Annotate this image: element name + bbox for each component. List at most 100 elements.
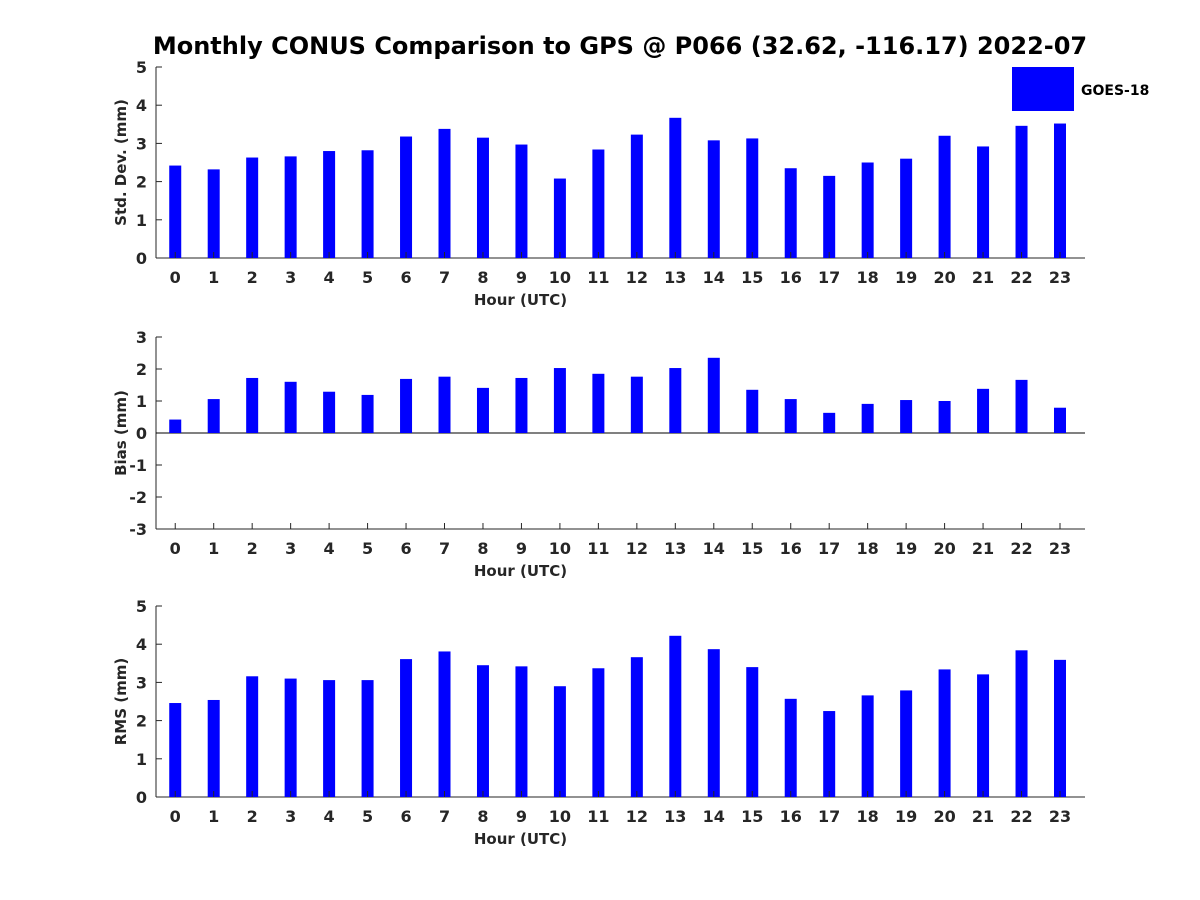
x-tick-label: 6 — [400, 539, 411, 558]
bar — [977, 388, 990, 433]
bar — [323, 680, 336, 797]
bar — [900, 690, 913, 797]
bar — [861, 403, 874, 433]
bar — [861, 162, 874, 258]
bar — [169, 165, 182, 258]
x-tick-label: 5 — [362, 539, 373, 558]
x-tick-label: 12 — [626, 539, 648, 558]
bar — [323, 391, 336, 433]
bar — [1015, 379, 1028, 433]
y-axis-label: Bias (mm) — [112, 390, 130, 476]
bar — [630, 376, 643, 433]
x-tick-label: 21 — [972, 539, 994, 558]
x-tick-label: 12 — [626, 268, 648, 287]
x-tick-label: 6 — [400, 807, 411, 826]
x-tick-label: 11 — [587, 807, 609, 826]
x-tick-label: 15 — [741, 539, 763, 558]
x-tick-label: 9 — [516, 268, 527, 287]
x-tick-label: 11 — [587, 539, 609, 558]
y-tick-label: 3 — [136, 328, 147, 347]
bar — [746, 667, 759, 797]
y-tick-label: 5 — [136, 58, 147, 77]
x-tick-label: 23 — [1049, 539, 1071, 558]
x-axis-label: Hour (UTC) — [474, 562, 567, 580]
y-tick-label: 1 — [136, 392, 147, 411]
x-tick-label: 6 — [400, 268, 411, 287]
bar — [823, 412, 836, 433]
bar — [476, 137, 489, 258]
bar — [284, 678, 297, 797]
y-tick-label: 5 — [136, 597, 147, 616]
x-tick-label: 17 — [818, 268, 840, 287]
x-tick-label: 19 — [895, 807, 917, 826]
bar — [707, 140, 720, 258]
y-tick-label: -2 — [129, 488, 147, 507]
x-tick-label: 2 — [247, 539, 258, 558]
bar — [592, 373, 605, 433]
x-tick-label: 16 — [780, 807, 802, 826]
x-tick-label: 22 — [1010, 807, 1032, 826]
bar — [938, 135, 951, 258]
bar — [553, 178, 566, 258]
bar — [1015, 125, 1028, 258]
x-tick-label: 2 — [247, 807, 258, 826]
x-tick-label: 10 — [549, 807, 571, 826]
bar — [284, 156, 297, 258]
y-tick-label: 0 — [136, 249, 147, 268]
bar — [361, 680, 374, 797]
bar — [707, 357, 720, 433]
bar — [400, 136, 413, 258]
bar — [553, 686, 566, 797]
bar — [553, 368, 566, 433]
x-tick-label: 9 — [516, 807, 527, 826]
y-axis-label: Std. Dev. (mm) — [112, 99, 130, 226]
bar — [823, 711, 836, 797]
bar — [169, 703, 182, 797]
x-tick-label: 10 — [549, 539, 571, 558]
bar — [669, 635, 682, 797]
bar — [476, 665, 489, 797]
x-tick-label: 23 — [1049, 807, 1071, 826]
bar — [246, 157, 259, 258]
bar — [1053, 123, 1066, 258]
x-tick-label: 16 — [780, 539, 802, 558]
chart-title: Monthly CONUS Comparison to GPS @ P066 (… — [153, 32, 1087, 60]
x-tick-label: 4 — [324, 268, 335, 287]
x-tick-label: 20 — [933, 268, 955, 287]
x-tick-label: 23 — [1049, 268, 1071, 287]
bar — [746, 389, 759, 433]
bar — [438, 128, 451, 258]
bar — [707, 649, 720, 797]
bar — [592, 668, 605, 797]
bar — [977, 146, 990, 258]
x-tick-label: 20 — [933, 539, 955, 558]
bar — [400, 659, 413, 797]
y-tick-label: 2 — [136, 173, 147, 192]
bar — [861, 695, 874, 797]
x-tick-label: 16 — [780, 268, 802, 287]
bar — [784, 399, 797, 433]
y-tick-label: 3 — [136, 134, 147, 153]
x-tick-label: 5 — [362, 268, 373, 287]
bar — [207, 169, 220, 258]
x-tick-label: 20 — [933, 807, 955, 826]
x-tick-label: 17 — [818, 807, 840, 826]
legend-label: GOES-18 — [1081, 83, 1149, 99]
x-tick-label: 4 — [324, 539, 335, 558]
bar — [1053, 659, 1066, 797]
y-tick-label: 4 — [136, 635, 147, 654]
x-tick-label: 8 — [477, 268, 488, 287]
bar — [746, 138, 759, 258]
x-tick-label: 18 — [857, 807, 879, 826]
bar — [630, 657, 643, 797]
x-tick-label: 10 — [549, 268, 571, 287]
x-tick-label: 7 — [439, 807, 450, 826]
bar — [476, 387, 489, 433]
bar — [900, 400, 913, 433]
x-tick-label: 7 — [439, 539, 450, 558]
bar — [592, 149, 605, 258]
x-tick-label: 3 — [285, 539, 296, 558]
x-tick-label: 13 — [664, 539, 686, 558]
